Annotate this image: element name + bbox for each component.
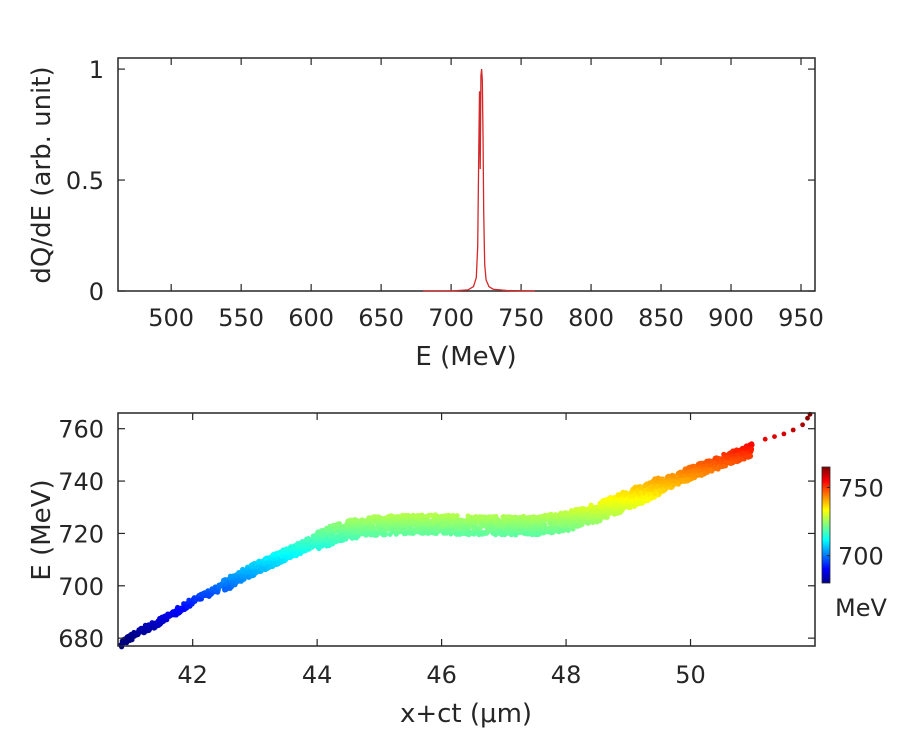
- phase-space-point: [471, 531, 477, 537]
- phase-space-point: [371, 525, 377, 531]
- spectrum-x-tick-label: 750: [498, 304, 544, 332]
- phase-space-point: [800, 422, 805, 428]
- phase-space-y-ticks: 680 700 720 740 760: [58, 416, 815, 653]
- phase-space-point: [618, 508, 624, 514]
- phase-space-y-tick-label: 720: [58, 520, 104, 548]
- phase-space-point: [550, 528, 556, 535]
- phase-space-x-tick-label: 48: [551, 661, 582, 689]
- phase-space-y-tick-label: 680: [58, 625, 104, 653]
- colorbar-tick-label: 750: [838, 474, 884, 502]
- phase-space-panel: 42 44 46 48 50 680 700 720 740 760 x+ct (μm) E (…: [27, 411, 887, 729]
- colorbar-tick-label: 700: [838, 543, 884, 571]
- phase-space-x-tick-label: 44: [302, 661, 333, 689]
- phase-space-point: [445, 522, 451, 528]
- spectrum-axes-frame: [117, 57, 816, 292]
- spectrum-x-tick-label: 550: [218, 304, 264, 332]
- spectrum-y-tick-label: 0.5: [66, 167, 104, 195]
- phase-space-point: [749, 441, 755, 447]
- spectrum-x-tick-label: 600: [288, 304, 334, 332]
- spectrum-y-tick-label: 1: [89, 56, 104, 84]
- phase-space-point: [708, 468, 714, 474]
- spectrum-x-tick-label: 700: [428, 304, 474, 332]
- phase-space-x-tick-label: 50: [675, 661, 706, 689]
- phase-space-x-tick-label: 42: [177, 661, 208, 689]
- phase-space-x-ticks: 42 44 46 48 50: [177, 413, 706, 689]
- spectrum-x-tick-label: 650: [358, 304, 404, 332]
- spectrum-y-tick-label: 0: [89, 278, 104, 306]
- phase-space-point: [748, 446, 755, 452]
- spectrum-x-tick-label: 900: [708, 304, 754, 332]
- phase-space-y-tick-label: 760: [58, 416, 104, 444]
- phase-space-point: [560, 528, 566, 534]
- spectrum-y-ticks: 00.51: [66, 56, 815, 306]
- colorbar-unit-label: MeV: [835, 594, 887, 622]
- colorbar: [821, 466, 831, 584]
- phase-space-y-axis-label: E (MeV): [27, 479, 57, 580]
- phase-space-point: [454, 513, 460, 519]
- spectrum-x-tick-label: 850: [638, 304, 684, 332]
- spectrum-series-line: [423, 69, 536, 292]
- phase-space-point: [762, 436, 768, 442]
- phase-space-point: [467, 529, 473, 536]
- phase-space-point: [790, 427, 796, 433]
- spectrum-x-axis-label: E (MeV): [415, 342, 516, 372]
- phase-space-y-tick-label: 740: [58, 468, 104, 496]
- phase-space-point: [513, 532, 519, 538]
- phase-space-point: [805, 415, 810, 421]
- spectrum-panel: 500 550 600 650 700 750 800 850 900 950 00.51 E (…: [27, 56, 824, 372]
- phase-space-points: [118, 411, 813, 650]
- phase-space-x-axis-label: x+ct (μm): [400, 699, 532, 729]
- phase-space-point: [772, 434, 777, 439]
- phase-space-axes-frame: [117, 412, 816, 647]
- phase-space-point: [747, 453, 754, 459]
- spectrum-x-ticks: 500 550 600 650 700 750 800 850 900 950: [148, 58, 824, 332]
- spectrum-x-tick-label: 950: [778, 304, 824, 332]
- phase-space-point: [781, 431, 787, 437]
- phase-space-point: [565, 527, 571, 533]
- spectrum-y-axis-label: dQ/dE (arb. unit): [27, 66, 57, 283]
- spectrum-x-tick-label: 500: [148, 304, 194, 332]
- phase-space-y-tick-label: 700: [58, 573, 104, 601]
- phase-space-point: [147, 626, 153, 632]
- colorbar-ticks: 700 750: [827, 474, 884, 571]
- phase-space-point: [319, 543, 325, 549]
- phase-space-x-tick-label: 46: [426, 661, 457, 689]
- phase-space-point: [588, 502, 594, 508]
- spectrum-x-tick-label: 800: [568, 304, 614, 332]
